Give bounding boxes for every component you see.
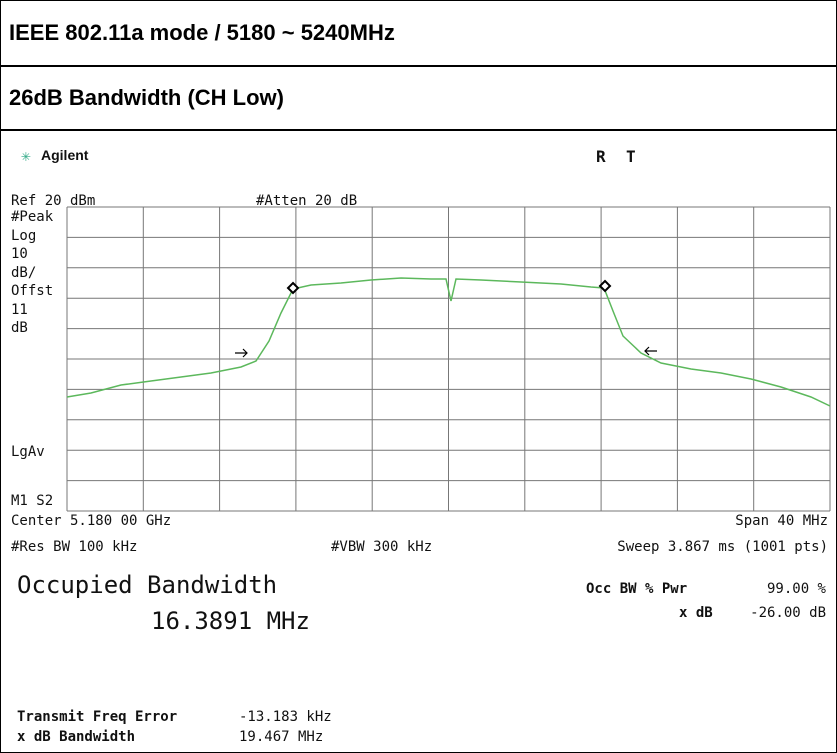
freq-err-value: -13.183 kHz: [239, 709, 332, 725]
vbw: #VBW 300 kHz: [331, 539, 433, 555]
brand: Agilent: [41, 147, 89, 163]
marker: [286, 279, 612, 295]
title: IEEE 802.11a mode / 5180 ~ 5240MHz: [1, 1, 836, 67]
trace: [66, 277, 831, 407]
xdb-label: x dB: [679, 605, 713, 621]
m1s2: M1 S2: [11, 493, 54, 509]
lgav: LgAv: [11, 444, 45, 460]
status: R: [596, 147, 606, 166]
sweep: Sweep 3.867 ms (1001 pts): [617, 539, 828, 555]
occ-pwr-label: Occ BW % Pwr: [586, 581, 688, 597]
scale-label: 10: [11, 246, 28, 262]
scale-label: dB: [11, 320, 28, 336]
grid: [66, 206, 831, 512]
scale-label: Log: [11, 227, 37, 244]
occ-value: 16.3891 MHz: [151, 607, 310, 635]
status: T: [626, 147, 636, 166]
ref: Ref 20 dBm: [11, 193, 96, 209]
xdb-value: -26.00 dB: [750, 605, 826, 621]
scale-label: Offst: [11, 283, 54, 299]
atten: #Atten 20 dB: [256, 193, 358, 209]
scale-label: #Peak: [11, 209, 54, 225]
arrows: [235, 346, 657, 358]
center: Center 5.180 00 GHz: [11, 513, 172, 529]
occ-title: Occupied Bandwidth: [17, 571, 278, 599]
span: Span 40 MHz: [735, 513, 828, 529]
scale-label: dB/: [11, 264, 37, 281]
scale-label: 11: [11, 301, 28, 318]
xdb-bw-label: x dB Bandwidth: [17, 729, 136, 745]
freq-err-label: Transmit Freq Error: [17, 709, 178, 725]
occ-pwr-value: 99.00 %: [766, 581, 826, 597]
xdb-bw-value: 19.467 MHz: [239, 729, 324, 745]
logo-icon: ✳: [21, 146, 31, 165]
subtitle: 26dB Bandwidth (CH Low): [1, 67, 836, 131]
rbw: #Res BW 100 kHz: [11, 539, 138, 555]
